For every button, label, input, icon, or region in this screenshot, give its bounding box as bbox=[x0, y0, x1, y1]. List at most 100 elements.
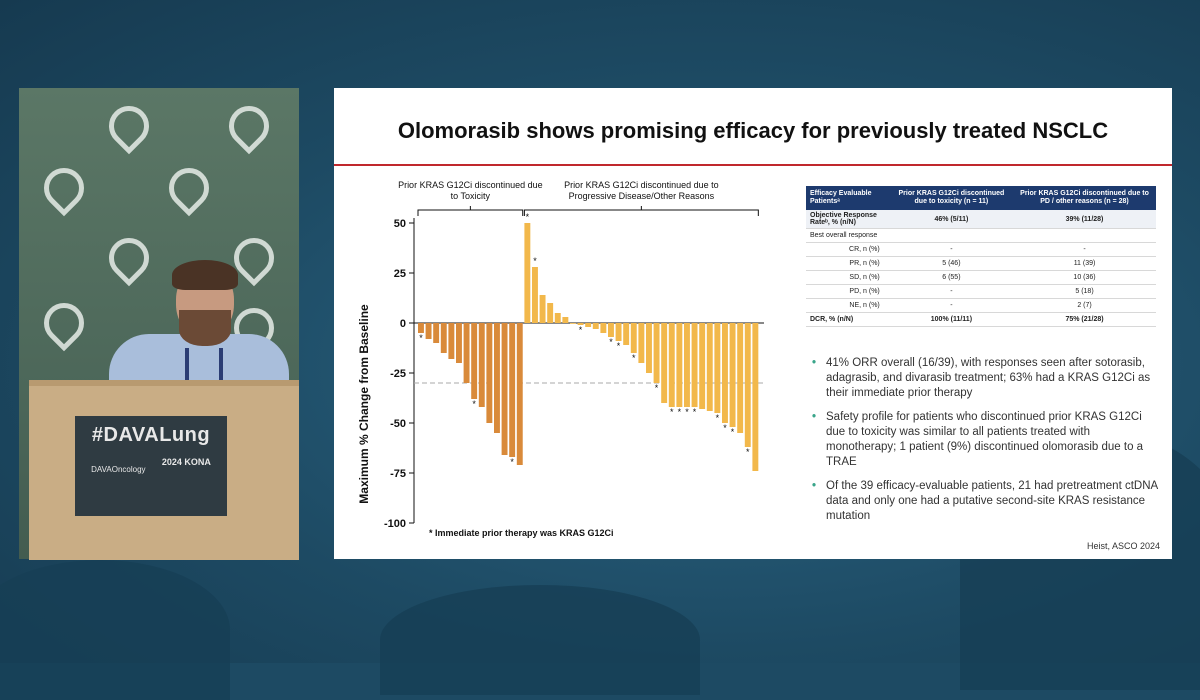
waterfall-bar bbox=[752, 323, 759, 471]
waterfall-bar bbox=[706, 323, 713, 411]
bullet-item: • 41% ORR overall (16/39), with response… bbox=[812, 356, 1162, 401]
table-cell: 11 (39) bbox=[1013, 256, 1156, 271]
slide-title: Olomorasib shows promising efficacy for … bbox=[397, 118, 1109, 143]
waterfall-bar bbox=[516, 323, 523, 465]
table-row: DCR, % (n/N) 100% (11/11) 75% (21/28) bbox=[806, 312, 1156, 327]
speaker-beard bbox=[179, 310, 231, 346]
prior-therapy-marker: * bbox=[655, 383, 659, 393]
prior-therapy-marker: * bbox=[609, 337, 613, 347]
waterfall-chart: Maximum % Change from Baseline 50 25 0 -25 -… bbox=[357, 180, 764, 538]
table-cell: PR, n (%) bbox=[806, 256, 890, 271]
table-row: SD, n (%) 6 (55) 10 (36) bbox=[806, 270, 1156, 285]
group-label: Progressive Disease/Other Reasons bbox=[569, 191, 715, 201]
prior-therapy-marker: * bbox=[510, 457, 514, 467]
table-cell: 46% (5/11) bbox=[889, 210, 1014, 229]
speaker-hair bbox=[172, 260, 238, 290]
prior-therapy-marker: * bbox=[685, 407, 689, 417]
waterfall-bar bbox=[676, 323, 683, 407]
table-row: NE, n (%) - 2 (7) bbox=[806, 298, 1156, 313]
bullet-list: • 41% ORR overall (16/39), with response… bbox=[812, 356, 1162, 533]
waterfall-bar bbox=[418, 323, 424, 333]
table-cell bbox=[889, 228, 1014, 243]
table-cell: 10 (36) bbox=[1013, 270, 1156, 285]
y-tick-label: 50 bbox=[394, 218, 406, 230]
citation: Heist, ASCO 2024 bbox=[1086, 541, 1160, 551]
efficacy-table: Efficacy Evaluable Patientsᵃ Prior KRAS … bbox=[806, 186, 1156, 327]
y-tick-label: 25 bbox=[394, 268, 406, 280]
waterfall-bar bbox=[524, 223, 531, 323]
waterfall-bar bbox=[646, 323, 652, 373]
y-tick-label: -25 bbox=[390, 368, 406, 380]
y-tick-label: -50 bbox=[390, 418, 406, 430]
waterfall-bar bbox=[554, 313, 561, 323]
y-tick-label: -75 bbox=[390, 468, 406, 480]
waterfall-bar bbox=[478, 323, 485, 407]
waterfall-bar bbox=[729, 323, 736, 427]
palm-silhouette-mid bbox=[380, 585, 700, 695]
y-tick-label: 0 bbox=[400, 318, 406, 330]
prior-therapy-marker: * bbox=[716, 413, 720, 423]
waterfall-bar bbox=[456, 323, 462, 363]
table-cell: 39% (11/28) bbox=[1013, 210, 1156, 229]
waterfall-bar bbox=[722, 323, 728, 423]
prior-therapy-marker: * bbox=[746, 447, 750, 457]
bullet-icon: • bbox=[812, 480, 817, 492]
prior-therapy-marker: * bbox=[693, 407, 697, 417]
event-hashtag: #DAVALung bbox=[91, 424, 211, 446]
podium-sign: #DAVALung DAVAOncology 2024 KONA bbox=[75, 416, 227, 516]
y-axis-label: Maximum % Change from Baseline bbox=[357, 304, 371, 504]
table-row: Objective Response Rateᵇ, % (n/N) 46% (5… bbox=[806, 210, 1156, 229]
y-tick-label: -100 bbox=[384, 518, 406, 530]
prior-therapy-marker: * bbox=[731, 427, 735, 437]
table-row: Best overall response bbox=[806, 228, 1156, 243]
table-cell: SD, n (%) bbox=[806, 270, 890, 285]
waterfall-bar bbox=[547, 303, 554, 323]
waterfall-bar bbox=[608, 323, 614, 337]
group-label: to Toxicity bbox=[451, 191, 491, 201]
waterfall-bar bbox=[448, 323, 455, 359]
waterfall-bar bbox=[570, 323, 576, 324]
bullet-item: • Of the 39 efficacy-evaluable patients,… bbox=[812, 479, 1162, 524]
prior-therapy-marker: * bbox=[670, 407, 674, 417]
group-bracket bbox=[523, 209, 759, 216]
waterfall-bar bbox=[494, 323, 500, 433]
group-label: Prior KRAS G12Ci discontinued due bbox=[398, 180, 543, 190]
prior-therapy-marker: * bbox=[526, 212, 530, 222]
bullet-text: Of the 39 efficacy-evaluable patients, 2… bbox=[826, 480, 1158, 522]
waterfall-bar bbox=[433, 323, 440, 343]
prior-therapy-marker: * bbox=[723, 423, 727, 433]
table-cell: - bbox=[889, 242, 1014, 257]
waterfall-bar bbox=[638, 323, 645, 363]
title-divider bbox=[334, 164, 1172, 166]
waterfall-bar bbox=[532, 267, 538, 323]
waterfall-bar bbox=[471, 323, 478, 399]
table-header-patients: Efficacy Evaluable Patientsᵃ bbox=[806, 186, 890, 210]
table-cell: 5 (18) bbox=[1013, 284, 1156, 299]
group-bracket bbox=[417, 209, 524, 216]
table-header-toxicity: Prior KRAS G12Ci discontinued due to tox… bbox=[889, 186, 1014, 210]
table-cell: - bbox=[889, 298, 1014, 313]
bullet-item: • Safety profile for patients who discon… bbox=[812, 410, 1162, 470]
prior-therapy-marker: * bbox=[632, 353, 636, 363]
chart-footnote: * Immediate prior therapy was KRAS G12Ci bbox=[429, 528, 614, 538]
waterfall-bar bbox=[653, 323, 660, 383]
bullet-icon: • bbox=[812, 357, 817, 369]
waterfall-bar bbox=[577, 323, 584, 325]
table-cell: 2 (7) bbox=[1013, 298, 1156, 313]
table-cell: CR, n (%) bbox=[806, 242, 890, 257]
group-label: Prior KRAS G12Ci discontinued due to bbox=[564, 180, 719, 190]
summit-logo: 2024 KONA bbox=[161, 457, 211, 467]
waterfall-bar bbox=[425, 323, 432, 339]
waterfall-bar bbox=[661, 323, 668, 403]
table-row: PD, n (%) - 5 (18) bbox=[806, 284, 1156, 299]
waterfall-bar bbox=[585, 323, 592, 327]
waterfall-bar bbox=[699, 323, 706, 409]
waterfall-bar bbox=[691, 323, 698, 407]
table-cell: 6 (55) bbox=[889, 270, 1014, 285]
waterfall-bar bbox=[630, 323, 637, 353]
table-cell: PD, n (%) bbox=[806, 284, 890, 299]
table-cell: NE, n (%) bbox=[806, 298, 890, 313]
prior-therapy-marker: * bbox=[579, 325, 583, 335]
prior-therapy-marker: * bbox=[678, 407, 682, 417]
table-cell: DCR, % (n/N) bbox=[806, 312, 890, 327]
